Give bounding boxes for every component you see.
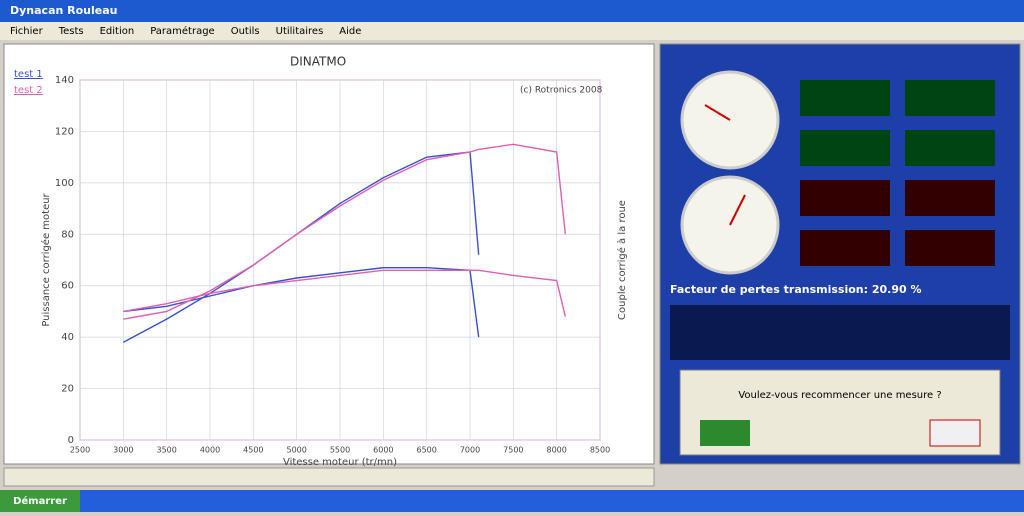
menu: Fichier Tests Edition Paramétrage Outils Util… [10, 25, 361, 37]
x-tick-label: 5500 [330, 446, 350, 455]
series-line [123, 151, 480, 343]
y-tick-label: 80 [61, 229, 74, 240]
menu-item[interactable]: Utilitaires [276, 26, 324, 37]
y-axis-label: Puissance corrigée moteur [40, 192, 52, 326]
gauge-needle [729, 194, 746, 226]
dialog-text: Voulez-vous recommencer une mesure ? [738, 390, 941, 401]
title-bar [0, 0, 1024, 22]
legend-entry[interactable]: test 1 [14, 69, 43, 80]
chart-subtitle: (c) Rotronics 2008 [520, 86, 603, 96]
x-tick-label: 4500 [243, 446, 263, 455]
legend-entry[interactable]: test 2 [14, 85, 43, 96]
x-tick-label: 6000 [373, 446, 393, 455]
loss-factor: Facteur de pertes transmission: 20.90 % [670, 283, 921, 296]
y-tick-label: 0 [68, 435, 74, 446]
chart-title: DINATMO [290, 55, 346, 69]
info-box [670, 305, 1010, 360]
y-tick-label: 40 [61, 332, 74, 343]
taskbar [0, 490, 1024, 512]
menu-item[interactable]: Aide [339, 26, 361, 37]
chart: 0 20 40 60 80 100 120 140 2500 3000 3500 4000 4500 50… [14, 55, 628, 469]
x-tick-label: 2500 [70, 446, 90, 455]
x-tick-label: 5000 [286, 446, 306, 455]
x-tick-label: 3500 [156, 446, 176, 455]
x-tick-label: 3000 [113, 446, 133, 455]
x-tick-label: 4000 [200, 446, 220, 455]
digital-displays [800, 80, 995, 266]
x-tick-label: 7500 [503, 446, 523, 455]
x-tick-label: 8500 [590, 446, 610, 455]
y-tick-label: 100 [55, 178, 74, 189]
tabs [3, 467, 655, 487]
series-line [123, 269, 567, 317]
x-tick-label: 6500 [416, 446, 436, 455]
menu-item[interactable]: Tests [58, 26, 84, 37]
menu-item[interactable]: Paramétrage [150, 25, 215, 37]
ok-button[interactable] [700, 420, 750, 446]
window-title: Dynacan Rouleau [10, 4, 118, 17]
menu-item[interactable]: Fichier [10, 26, 44, 37]
x-axis-label: Vitesse moteur (tr/mn) [283, 457, 397, 468]
menu-item[interactable]: Outils [231, 26, 260, 37]
y-tick-label: 120 [55, 126, 74, 137]
gauge-needle [704, 104, 731, 121]
x-tick-label: 8000 [546, 446, 566, 455]
y-tick-label: 60 [61, 281, 74, 292]
menu-item[interactable]: Edition [100, 26, 135, 37]
start-label: Démarrer [13, 495, 67, 507]
y-tick-label: 20 [61, 384, 74, 395]
cancel-button[interactable] [929, 419, 981, 447]
series-line [123, 143, 567, 320]
x-tick-label: 7000 [460, 446, 480, 455]
menu-bar [0, 22, 1024, 40]
start-button[interactable] [0, 490, 80, 512]
y2-axis-label: Couple corrigé à la roue [616, 200, 628, 320]
y-tick-label: 140 [55, 75, 74, 86]
